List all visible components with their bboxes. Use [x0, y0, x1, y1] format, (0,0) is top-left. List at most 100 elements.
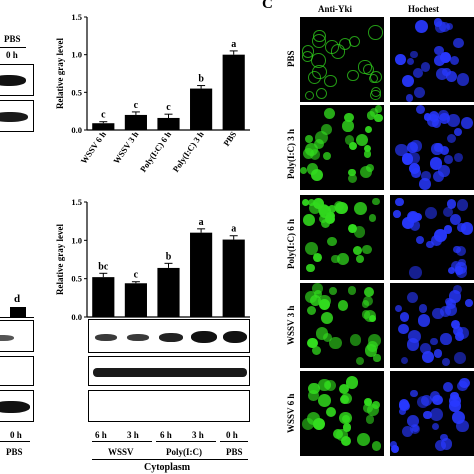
cell-spot	[325, 40, 339, 54]
middle-blot-3	[88, 390, 250, 422]
cell-spot	[439, 21, 450, 32]
cell-spot	[415, 236, 424, 245]
chart0-category-label-4: PBS	[221, 129, 238, 148]
cell-spot	[449, 214, 462, 226]
cell-spot	[443, 225, 453, 234]
cell-spot	[426, 240, 434, 249]
cell-spot	[327, 205, 336, 214]
cell-spot	[313, 29, 326, 43]
row-label-4: WSSV 6 h	[286, 393, 296, 433]
cell-spot	[332, 429, 343, 440]
cell-spot	[356, 255, 364, 263]
cell-spot	[395, 304, 403, 312]
chart0-y-label: Relative gray level	[55, 38, 65, 109]
cell-spot	[324, 74, 337, 88]
cell-spot	[300, 166, 308, 175]
chart0-bar-3	[190, 88, 213, 130]
cell-spot	[411, 424, 420, 433]
cell-spot	[338, 37, 351, 50]
left-top-blot-1	[0, 64, 34, 96]
cell-spot	[347, 286, 357, 295]
cell-spot	[331, 255, 340, 264]
cell-spot	[417, 313, 431, 327]
cell-spot	[421, 171, 431, 182]
cell-spot	[435, 67, 448, 80]
column-header-hochest: Hochest	[408, 4, 439, 14]
cell-spot	[304, 241, 318, 255]
cell-spot	[425, 206, 437, 219]
chart1-bar-1	[124, 283, 147, 317]
cell-spot	[322, 333, 332, 343]
cell-spot	[349, 36, 361, 48]
cell-spot	[363, 309, 377, 323]
cell-spot	[308, 382, 321, 395]
chart1-ytick-label-0: 0.0	[71, 312, 82, 322]
cell-spot	[306, 305, 317, 316]
chart1-sig-label-3: a	[199, 217, 204, 228]
cell-spot	[363, 403, 374, 414]
cell-spot	[454, 152, 464, 162]
cell-spot	[323, 152, 332, 161]
cell-spot	[301, 199, 309, 207]
cell-spot	[457, 380, 468, 392]
cell-spot	[434, 143, 443, 152]
cell-spot	[415, 105, 426, 115]
cell-spot	[431, 235, 442, 246]
cell-spot	[409, 220, 420, 231]
left-top-pbs-label: PBS	[4, 34, 21, 44]
cell-spot	[420, 342, 432, 354]
cell-spot	[406, 57, 414, 65]
cell-spot	[432, 394, 443, 405]
cell-spot	[431, 119, 441, 129]
micrograph-anti-yki-1	[300, 105, 384, 190]
micrograph-hochest-4	[390, 371, 474, 456]
cell-spot	[439, 51, 451, 63]
chart0-ytick-label-2: 1.0	[71, 50, 82, 60]
middle-blot-1-band-2	[127, 334, 149, 341]
cell-spot	[366, 111, 375, 120]
cell-spot	[452, 245, 461, 254]
cell-spot	[447, 114, 460, 127]
cell-spot	[344, 112, 354, 123]
cell-spot	[374, 105, 383, 113]
cell-spot	[432, 307, 444, 320]
lane-label-4: 3 h	[192, 430, 204, 440]
cell-spot	[302, 147, 315, 160]
cell-spot	[438, 113, 450, 124]
cell-spot	[304, 135, 313, 144]
micrograph-hochest-2	[390, 195, 474, 280]
cell-spot	[328, 336, 342, 350]
chart0-ytick-label-0: 0.0	[71, 125, 82, 135]
cell-spot	[318, 378, 331, 392]
cell-spot	[301, 418, 314, 430]
cell-spot	[306, 263, 316, 273]
cell-spot	[311, 53, 327, 68]
left-bottom-time-label: 0 h	[10, 430, 22, 440]
chart1-bar-0	[92, 277, 115, 317]
panel-c-letter: C	[262, 0, 273, 12]
cell-spot	[433, 18, 443, 27]
cell-spot	[344, 135, 354, 145]
cell-spot	[460, 116, 473, 129]
cell-spot	[357, 433, 370, 446]
micrograph-anti-yki-4	[300, 371, 384, 456]
cell-spot	[456, 199, 469, 211]
middle-blot-2-band	[93, 368, 247, 377]
cell-spot	[430, 407, 443, 421]
cell-spot	[325, 406, 336, 418]
cytoplasm-line	[92, 459, 248, 460]
middle-blot-2	[88, 356, 250, 386]
cell-spot	[320, 218, 331, 229]
cell-spot	[408, 266, 422, 280]
chart1-bar-3	[190, 232, 213, 317]
cell-spot	[457, 327, 470, 340]
cell-spot	[318, 214, 327, 224]
left-bottom-band-1	[0, 335, 14, 341]
compartment-label: Cytoplasm	[144, 462, 191, 473]
chart0-category-label-2: Poly(I:C) 6 h	[138, 129, 173, 174]
cell-spot	[440, 433, 448, 442]
left-bottom-band-3	[0, 401, 30, 413]
cell-spot	[347, 173, 357, 183]
cell-spot	[307, 337, 318, 348]
cell-spot	[340, 435, 351, 446]
